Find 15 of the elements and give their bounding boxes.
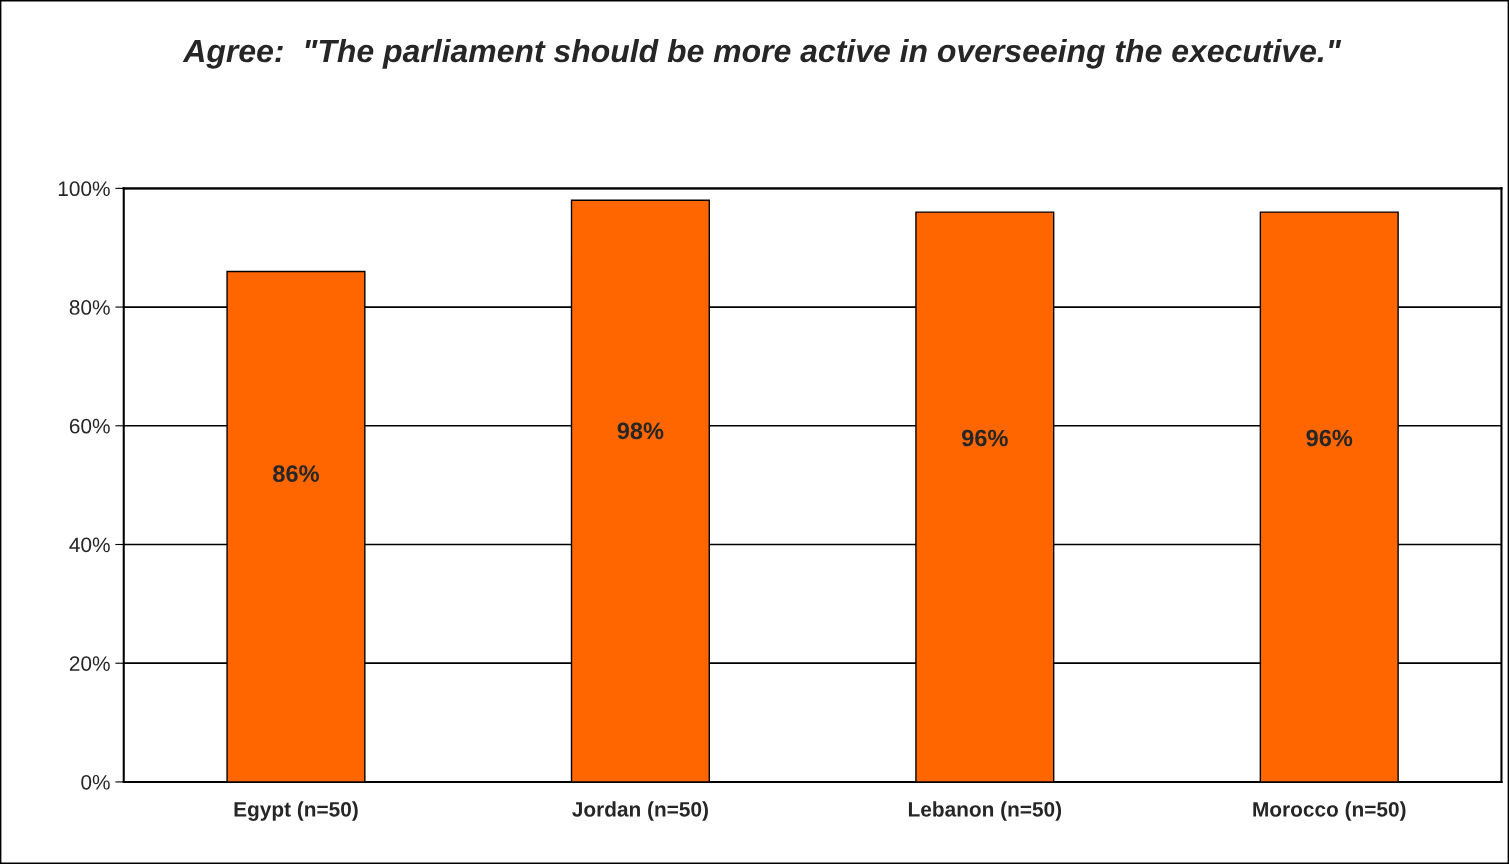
data-label: 86% (273, 465, 319, 482)
x-tick-label: Jordan (n=50) (572, 801, 708, 821)
y-tick-label: 60% (69, 418, 110, 434)
data-label: 98% (617, 422, 664, 440)
x-tick-label: Egypt (n=50) (234, 801, 358, 821)
y-tick-label: 100% (58, 181, 110, 197)
x-tick-label: Morocco (n=50) (1253, 801, 1406, 821)
y-tick-label: 0% (81, 774, 110, 790)
y-tick-label: 20% (69, 656, 110, 671)
y-tick-label: 80% (69, 300, 110, 315)
x-tick-label: Lebanon (n=50) (908, 801, 1062, 821)
data-label: 96% (962, 429, 1008, 447)
y-tick-label: 40% (69, 537, 110, 553)
chart-title: Agree: "The parliament should be more active in overseeing the executive." (182, 38, 1342, 69)
data-label: 96% (1306, 429, 1353, 447)
